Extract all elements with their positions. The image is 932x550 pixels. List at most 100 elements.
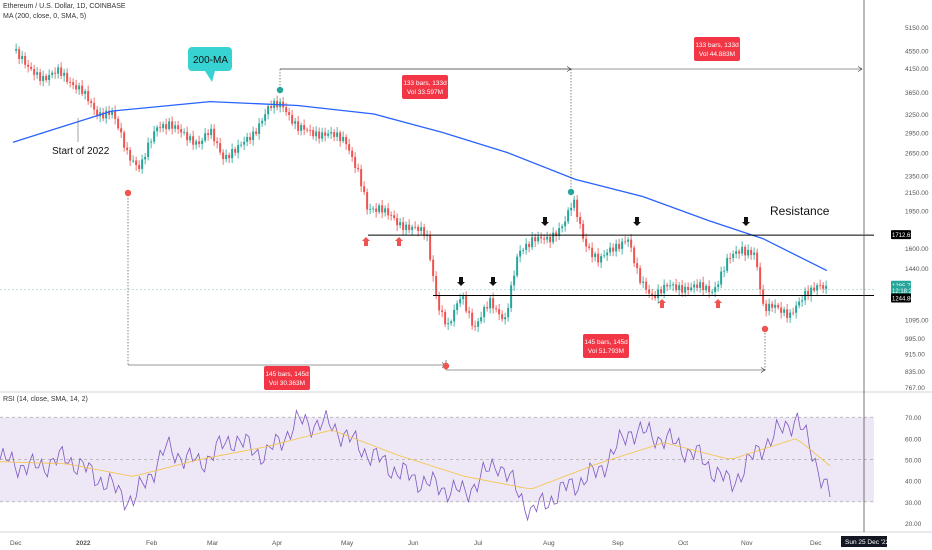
candle-body: [306, 129, 309, 131]
price-tick-label: 3650.00: [905, 90, 929, 97]
rsi-pane[interactable]: [0, 409, 874, 522]
candle-body: [300, 125, 303, 131]
candle-body: [378, 205, 381, 212]
candle-body: [87, 91, 90, 102]
candle-body: [825, 285, 828, 289]
candle-body: [69, 81, 72, 83]
pivot-dot: [567, 188, 575, 196]
candle-body: [93, 102, 96, 110]
candle-body: [756, 252, 759, 268]
candle-body: [111, 110, 114, 115]
arrow-down-icon: [742, 217, 750, 226]
candle-body: [522, 249, 525, 251]
resistance-price-tag-bg: [891, 230, 911, 240]
time-tick-label: Jun: [408, 540, 419, 547]
candle-body: [51, 72, 54, 75]
candle-body: [786, 309, 789, 318]
candle-body: [816, 285, 819, 291]
candle-body: [42, 76, 45, 81]
candle-body: [225, 154, 228, 160]
candle-body: [438, 295, 441, 311]
candle-body: [747, 249, 750, 256]
candle-body: [120, 128, 123, 133]
price-tick-label: 1440.00: [905, 266, 929, 273]
candle-body: [699, 282, 702, 288]
candle-body: [408, 224, 411, 231]
candle-body: [519, 250, 522, 257]
price-pane[interactable]: [0, 43, 874, 333]
candle-body: [159, 127, 162, 129]
candle-body: [483, 306, 486, 318]
candle-body: [459, 299, 462, 304]
candle-body: [501, 314, 504, 320]
candle-body: [405, 224, 408, 231]
candle-body: [144, 157, 147, 160]
candle-body: [762, 289, 765, 304]
ma-indicator-label[interactable]: MA (200, close, 0, SMA, 5): [3, 13, 87, 20]
pivot-dot: [124, 189, 132, 197]
price-tick-label: 3250.00: [905, 112, 929, 119]
candle-body: [582, 223, 585, 239]
price-tick-label: 4550.00: [905, 48, 929, 55]
crosshair-date-label: Sun 25 Dec '22: [845, 539, 890, 546]
price-tick-label: 835.00: [905, 369, 925, 376]
rsi-band-fill: [0, 417, 874, 502]
candle-body: [363, 186, 366, 193]
candle-body: [657, 289, 660, 299]
candle-body: [678, 285, 681, 291]
candle-body: [417, 226, 420, 231]
candle-body: [750, 249, 753, 255]
candle-body: [606, 252, 609, 256]
candle-body: [396, 217, 399, 226]
candle-body: [477, 321, 480, 327]
candle-body: [255, 131, 258, 134]
measure-top-right-line-0: 133 bars, 133d: [695, 42, 739, 49]
measure-top-right-arrow: [857, 66, 863, 72]
candle-body: [96, 109, 99, 117]
pivot-dot: [761, 325, 769, 333]
candle-body: [774, 304, 777, 308]
candle-body: [561, 226, 564, 229]
candle-body: [675, 284, 678, 291]
candle-body: [234, 149, 237, 153]
candle-body: [504, 317, 507, 320]
candle-body: [24, 56, 27, 65]
candle-body: [60, 67, 63, 76]
arrow-up-icon: [395, 237, 403, 246]
rsi-tick-label: 20.00: [905, 521, 922, 528]
candle-body: [375, 208, 378, 212]
resistance-label: Resistance: [770, 204, 830, 218]
candle-body: [393, 215, 396, 218]
price-tick-label: 915.00: [905, 352, 925, 359]
candle-body: [228, 154, 231, 159]
candle-body: [723, 270, 726, 272]
measure-top-mid-box: [402, 75, 448, 99]
candle-body: [810, 287, 813, 297]
arrow-down-icon: [489, 277, 497, 286]
candle-body: [243, 141, 246, 145]
candle-body: [789, 312, 792, 318]
time-tick-label: Dec: [10, 540, 22, 547]
candle-body: [174, 125, 177, 129]
candle-body: [798, 301, 801, 306]
rsi-indicator-label[interactable]: RSI (14, close, SMA, 14, 2): [3, 396, 88, 403]
candle-body: [714, 287, 717, 292]
candle-body: [546, 236, 549, 240]
time-tick-label: May: [341, 540, 354, 547]
candle-body: [162, 124, 165, 129]
candle-body: [741, 246, 744, 254]
price-tick-label: 1095.00: [905, 318, 929, 325]
candle-body: [420, 227, 423, 231]
candle-body: [600, 256, 603, 263]
rsi-tick-label: 30.00: [905, 500, 922, 507]
candle-body: [735, 251, 738, 254]
time-tick-label: Aug: [543, 540, 555, 547]
candle-body: [84, 91, 87, 94]
candle-body: [729, 257, 732, 259]
candle-body: [366, 192, 369, 210]
candle-body: [399, 222, 402, 226]
candle-body: [291, 114, 294, 124]
candle-body: [516, 256, 519, 276]
candle-body: [618, 243, 621, 249]
